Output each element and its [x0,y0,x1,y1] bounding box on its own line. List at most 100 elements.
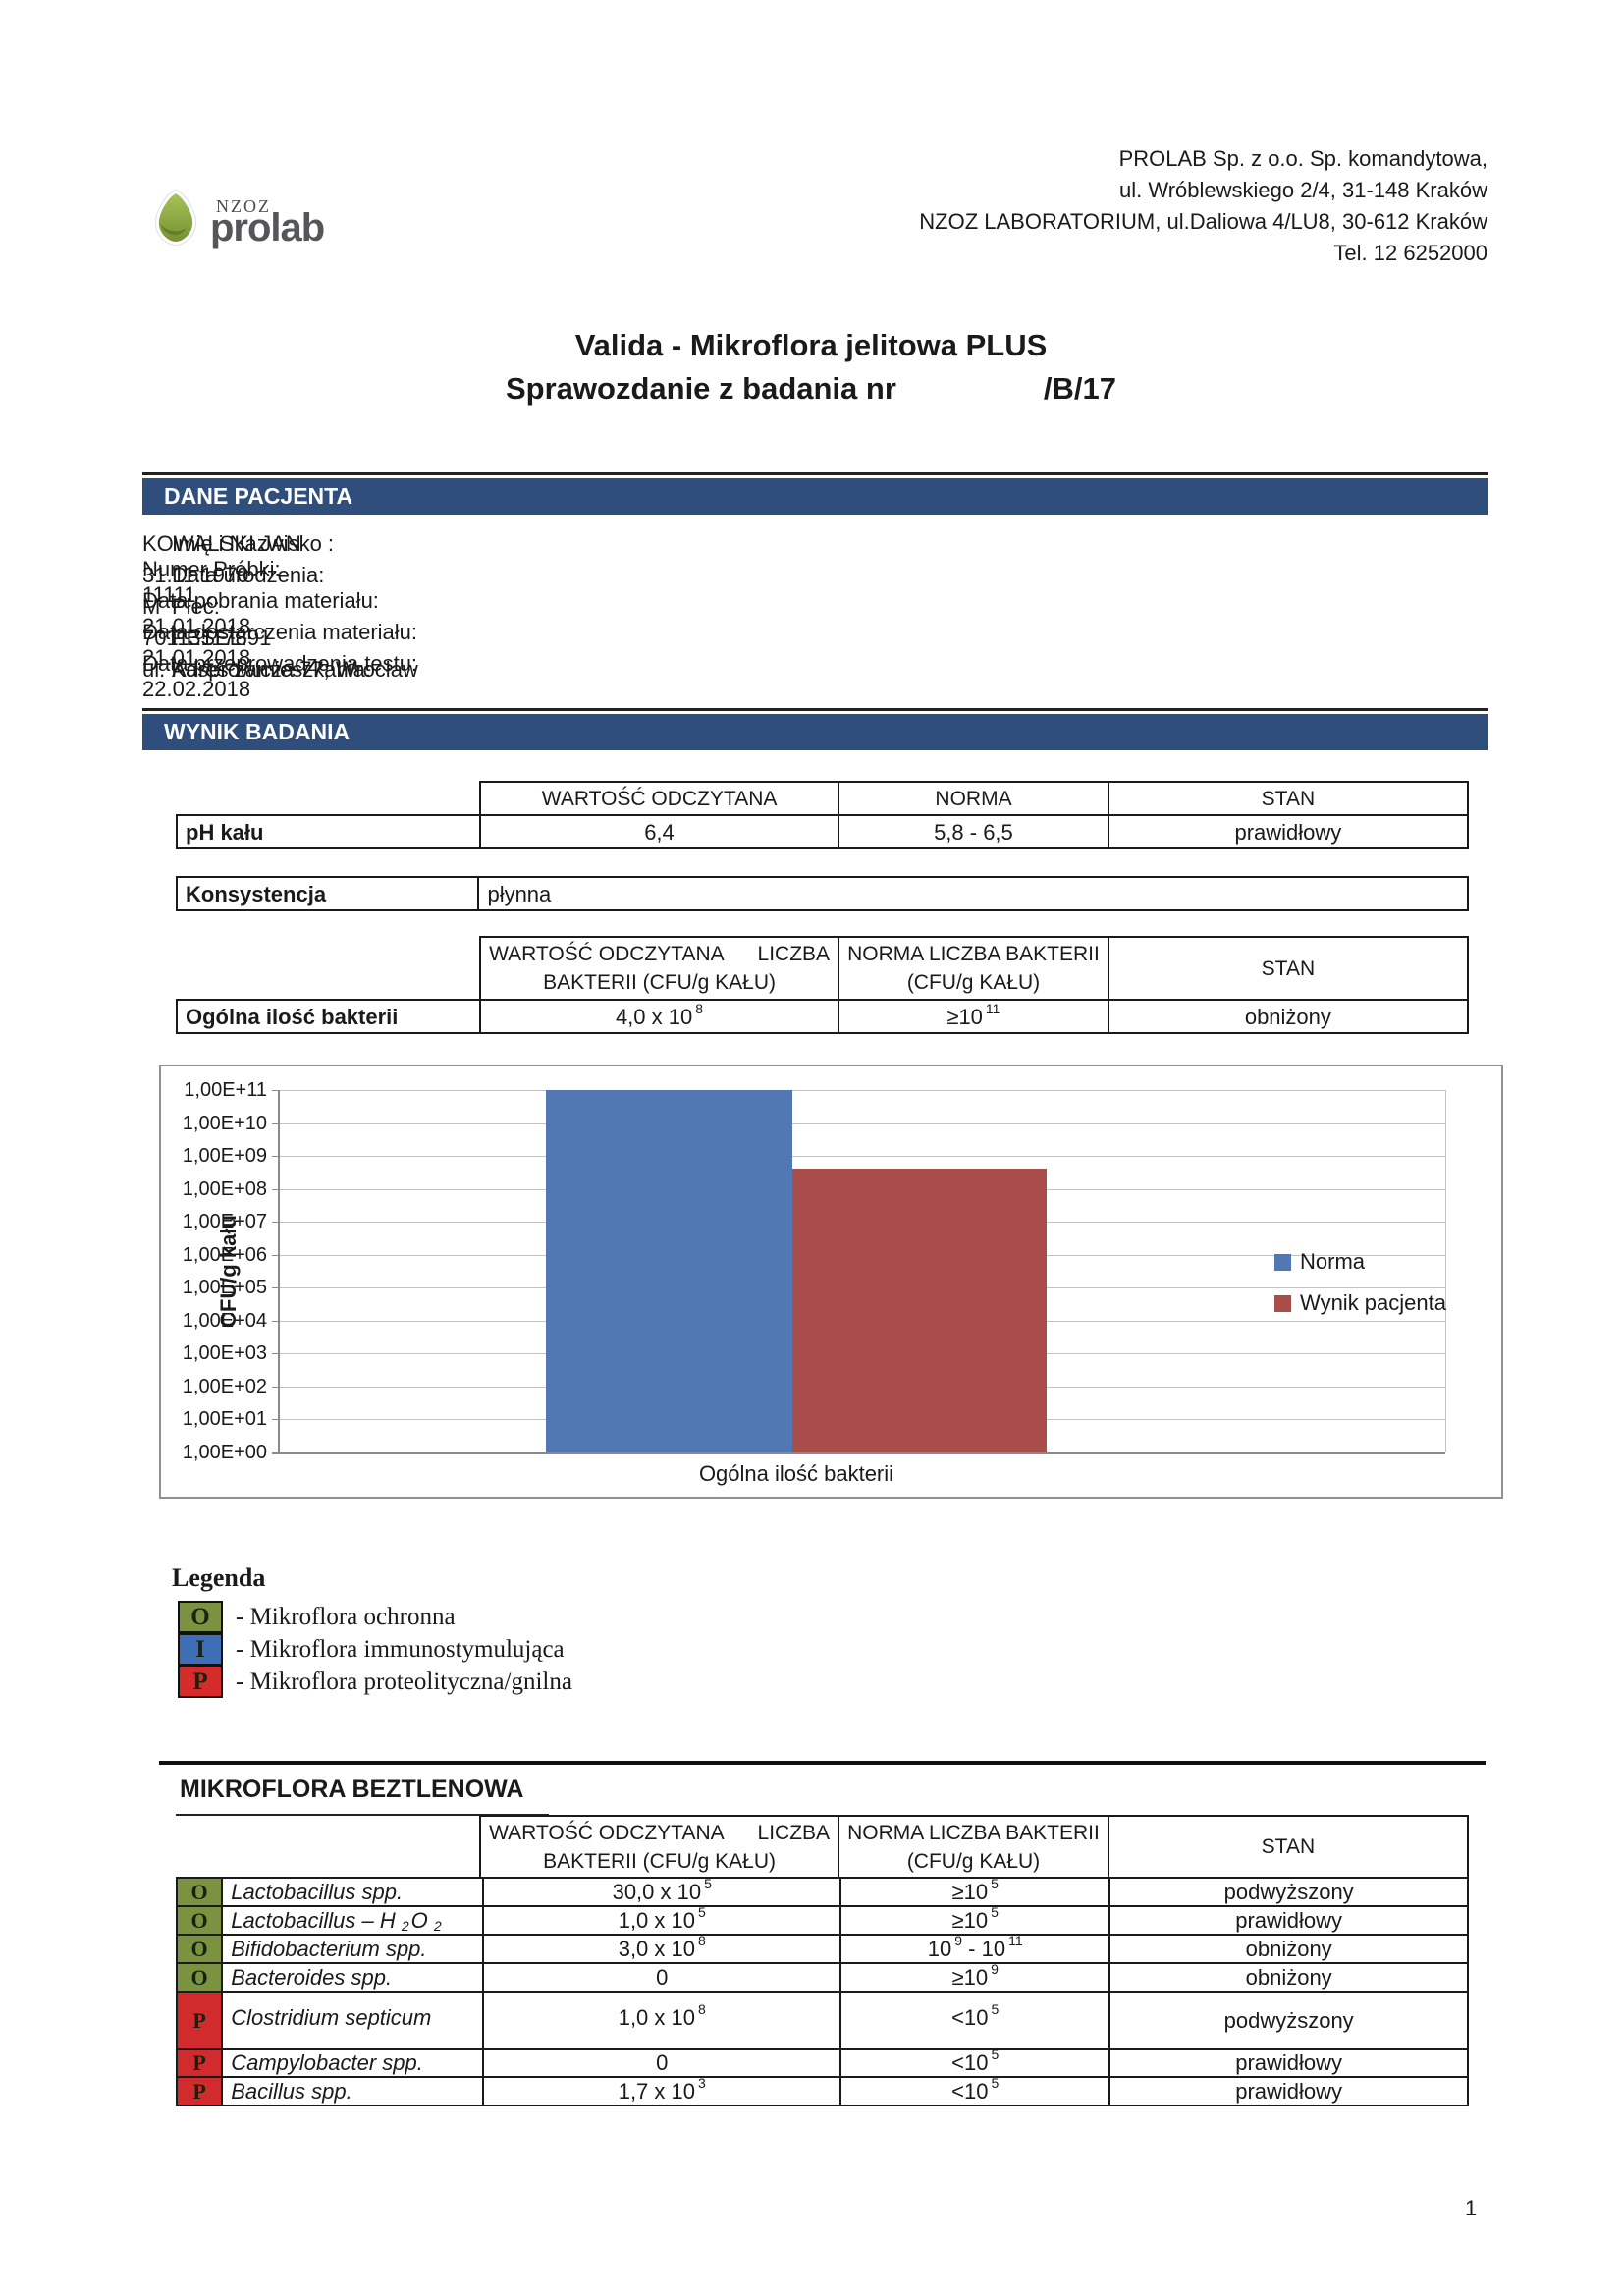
rich-text-part: ≥10 [951,1908,989,1933]
patient-value: M [142,594,161,619]
y-axis-tick-label: 1,00E+11 [184,1079,267,1101]
gridline [279,1122,1445,1124]
microflora-stan-cell: podwyższony [1110,1993,1467,2048]
y-axis-tick-label: 1,00E+10 [182,1112,267,1134]
ph-row-label: pH kału [178,816,479,847]
rich-text-part: Lactobacillus – H [231,1908,402,1933]
total-bacteria-row: Ogólna ilość bakterii 4,0 x 10 8 ≥10 11 ob… [176,999,1469,1034]
microflora-header-stan: STAN [1108,1817,1467,1877]
rich-text-part: O [410,1908,434,1933]
y-axis-tick-mark [272,1122,279,1124]
microflora-value-cell: 0 [484,1964,840,1991]
rich-text-part: 8 [695,1000,704,1016]
total-header-wartosc: WARTOŚĆ ODCZYTANA LICZBA BAKTERII (CFU/g… [481,938,838,999]
ph-header-norma: NORMA [839,783,1108,814]
y-axis-tick-mark [272,1254,279,1256]
rich-text-part: <10 [951,2079,989,2104]
logo-nzoz-text: NZOZ [216,196,271,216]
legenda-label: - Mikroflora immunostymulująca [236,1636,565,1663]
consistency-table: Konsystencja płynna [176,876,1469,911]
patient-label: Numer Próbki: [142,557,281,581]
y-axis-tick-label: 1,00E+06 [182,1243,267,1266]
lab-address-line: NZOZ LABORATORIUM, ul.Daliowa 4/LU8, 30-… [919,209,1487,234]
microflora-table-header: WARTOŚĆ ODCZYTANA LICZBA BAKTERII (CFU/g… [479,1815,1469,1879]
rich-text-part: 8 [697,2000,706,2017]
patient-row: Data urodzenia: 31.11.1970 Data pobrania m… [142,563,1488,638]
y-axis-tick-label: 1,00E+04 [182,1309,267,1332]
patient-label: Adres zamieszkania: [172,657,371,682]
patient-label: Płeć: [172,594,220,619]
total-value-cell: 4,0 x 10 8 [480,1001,838,1032]
patient-row: Płeć: M Data dostarczenia materiału: 21.01.… [142,594,1488,670]
microflora-stan-cell: prawidłowy [1110,2078,1467,2105]
rich-text-part: 0 [656,2050,669,2075]
gridline [279,1090,1445,1091]
y-axis-tick-mark [272,1222,279,1224]
total-stan-cell: obniżony [1108,1001,1467,1032]
microflora-marker-cell: P [178,2078,222,2105]
rich-text-part: 2 [401,1918,409,1934]
report-number-value: /B/17 [1043,371,1117,406]
ph-header-stan: STAN [1108,783,1467,814]
microflora-marker-cell: P [178,1993,222,2048]
legenda-swatch-P: P [178,1666,223,1698]
y-axis-tick-label: 1,00E+09 [182,1145,267,1168]
mikroflora-heading-underline [176,1814,549,1816]
rich-text-part: 3 [697,2075,706,2091]
rich-text-part: 8 [697,1933,706,1948]
rich-text-part: Lactobacillus spp. [231,1880,404,1904]
rich-text-part: <10 [951,2004,989,2030]
rich-text-part: Campylobacter spp. [231,2050,423,2075]
patient-row: Adres zamieszkania: ul. Kasprowicza 77; W… [142,657,1488,688]
chart-legend-label: Wynik pacjenta [1300,1290,1446,1315]
microflora-norma-cell: ≥10 5 [841,1876,1109,1905]
microflora-value-cell: 3,0 x 10 8 [484,1933,840,1962]
ph-header-wartosc: WARTOŚĆ ODCZYTANA [481,783,838,814]
y-axis-tick-mark [272,1156,279,1158]
microflora-stan-cell: prawidłowy [1110,2050,1467,2076]
microflora-marker-cell: O [178,1964,222,1991]
rich-text-part: 9 [954,1933,963,1948]
microflora-norma-cell: <10 5 [841,1993,1109,2048]
rich-text-part: <10 [951,2050,989,2075]
section-header-mikroflora-beztlenowa: MIKROFLORA BEZTLENOWA [180,1776,524,1803]
microflora-name-cell: Lactobacillus spp. [223,1879,483,1905]
patient-label: Imię i Nazwisko : [172,531,335,556]
legenda-label: - Mikroflora ochronna [236,1604,456,1630]
microflora-marker-cell: O [178,1879,222,1905]
ph-table-row: pH kału 6,4 5,8 - 6,5 prawidłowy [176,814,1469,849]
microflora-norma-cell: ≥10 5 [841,1904,1109,1934]
lab-address-line: PROLAB Sp. z o.o. Sp. komandytowa, [1118,146,1487,171]
y-axis-line [278,1090,280,1452]
microflora-stan-cell: prawidłowy [1110,1907,1467,1934]
y-axis-tick-mark [272,1287,279,1289]
patient-row: PESEL: 70113117891 Data przeprowadzenia te… [142,626,1488,701]
chart-legend-item: Norma [1274,1249,1365,1275]
consistency-value: płynna [479,878,1467,909]
y-axis-tick-label: 1,00E+07 [182,1211,267,1233]
rich-text-part: 11 [1008,1933,1023,1948]
rich-text-part: Clostridium septicum [231,2004,432,2030]
patient-value: KOWALSKI JAN [142,531,301,556]
legenda-swatch-I: I [178,1633,223,1666]
patient-label: PESEL: [172,626,248,650]
total-norma-cell: ≥10 11 [839,1001,1108,1032]
rich-text-part: 4,0 x 10 [615,1004,693,1029]
rich-text-part: - 10 [962,1937,1006,1961]
rich-text-part: ≥10 [946,1004,983,1029]
y-axis-tick-mark [272,1188,279,1190]
patient-value: 21.01.2018 [142,645,251,670]
microflora-stan-cell: podwyższony [1110,1879,1467,1905]
microflora-header-wartosc: WARTOŚĆ ODCZYTANA LICZBA BAKTERII (CFU/g… [481,1817,838,1877]
report-subtitle: Sprawozdanie z badania nr/B/17 [0,371,1622,407]
rich-text-part: 5 [697,1904,706,1920]
rich-text-part: 10 [927,1937,952,1961]
y-axis-tick-mark [272,1419,279,1421]
plot-right-border [1445,1090,1446,1452]
total-header-norma: NORMA LICZBA BAKTERII (CFU/g KAŁU) [839,938,1108,999]
lab-address-line: Tel. 12 6252000 [1333,241,1487,265]
patient-value: 22.02.2018 [142,677,251,701]
total-bacteria-header: WARTOŚĆ ODCZYTANA LICZBA BAKTERII (CFU/g… [479,936,1469,1001]
microflora-norma-cell: 10 9 - 10 11 [841,1933,1109,1962]
